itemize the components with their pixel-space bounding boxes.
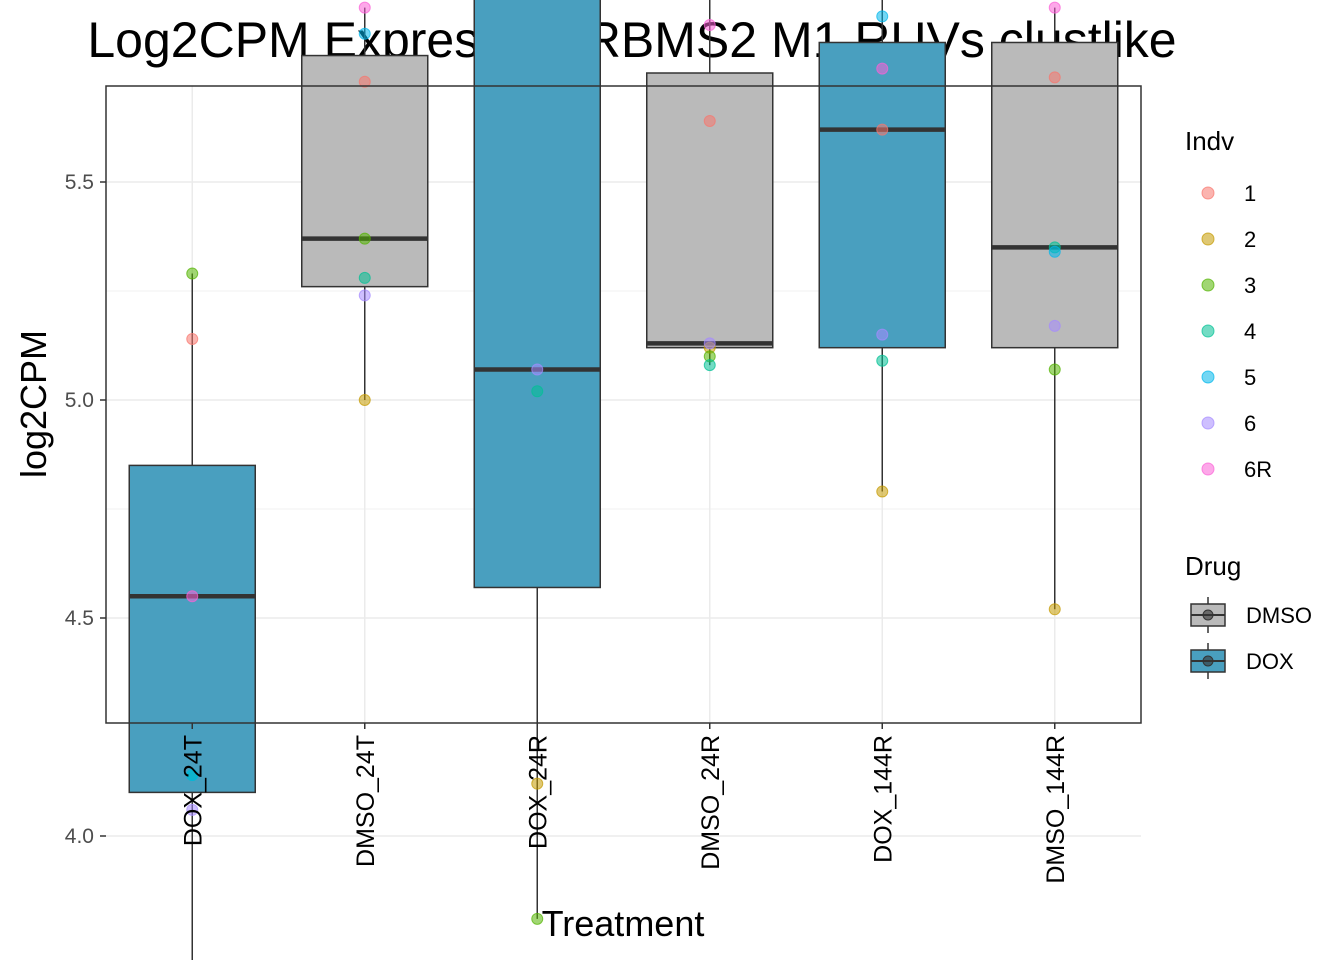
data-point-indv-4 <box>358 271 371 284</box>
legend-drug-title: Drug <box>1185 551 1241 581</box>
box-DMSO_144R <box>991 41 1119 349</box>
x-tick-label: DMSO_24T <box>352 735 380 867</box>
plot-border <box>105 85 1142 724</box>
data-point-indv-5 <box>1048 245 1061 258</box>
x-tick-label: DMSO_144R <box>1042 735 1070 884</box>
legend-drug-point <box>1202 609 1214 621</box>
data-point-indv-1 <box>703 114 716 127</box>
data-point-indv-3 <box>1048 363 1061 376</box>
y-axis-title: log2CPM <box>13 330 54 478</box>
x-tick-label: DOX_24T <box>179 735 207 846</box>
data-point-indv-2 <box>1048 603 1061 616</box>
legend-indv-swatch-3 <box>1201 278 1215 292</box>
legend-indv-title: Indv <box>1185 126 1234 156</box>
legend-indv-label: 6 <box>1244 411 1256 436</box>
data-point-indv-3 <box>531 912 544 925</box>
data-point-indv-4 <box>703 359 716 372</box>
data-points <box>186 1 1061 925</box>
x-tick-label: DOX_24R <box>524 735 552 849</box>
legend-indv-label: 4 <box>1244 319 1256 344</box>
box-DOX_24R <box>473 0 601 589</box>
legend-drug-label: DMSO <box>1246 603 1312 628</box>
y-tick-label: 4.5 <box>65 607 94 630</box>
data-point-indv-6R <box>358 1 371 14</box>
data-point-indv-1 <box>876 123 889 136</box>
y-tick-label: 5.0 <box>65 389 94 412</box>
data-point-indv-5 <box>358 27 371 40</box>
data-point-indv-2 <box>358 394 371 406</box>
data-point-indv-5 <box>186 768 199 781</box>
plot-area <box>105 0 1142 960</box>
legend-indv-swatch-6R <box>1201 462 1215 476</box>
box-DOX_144R <box>818 41 946 349</box>
y-tick-label: 5.5 <box>65 171 94 194</box>
y-axis-ticks: 4.04.55.05.56.0 <box>65 171 106 848</box>
data-point-indv-6R <box>876 62 889 75</box>
data-point-indv-1 <box>1048 71 1061 84</box>
box-DMSO_24R <box>646 72 774 349</box>
x-tick-label: DOX_144R <box>869 735 897 863</box>
legend-indv-swatch-1 <box>1201 186 1215 200</box>
y-tick-label: 4.0 <box>65 825 94 848</box>
data-point-indv-6R <box>1048 1 1061 14</box>
data-point-indv-6 <box>531 363 544 376</box>
data-point-indv-6 <box>358 289 371 302</box>
data-point-indv-3 <box>358 232 371 245</box>
legend-indv-swatch-4 <box>1201 324 1215 338</box>
box-DMSO_24T <box>301 54 429 288</box>
legend-indv-label: 6R <box>1244 457 1272 482</box>
data-point-indv-6 <box>1048 319 1061 332</box>
legend-drug-key-DOX <box>1190 643 1226 679</box>
data-point-indv-6 <box>703 337 716 350</box>
legend-indv-label: 2 <box>1244 227 1256 252</box>
data-point-indv-6 <box>876 328 889 341</box>
legend-indv-label: 1 <box>1244 181 1256 206</box>
legend-indv-swatch-2 <box>1201 232 1215 246</box>
legend-drug-point <box>1202 655 1214 667</box>
legend-drug: Drug DMSO DOX <box>1185 551 1312 679</box>
x-axis-title: Treatment <box>542 903 705 944</box>
data-point-indv-2 <box>876 485 889 498</box>
data-point-indv-5 <box>876 10 889 23</box>
x-tick-label: DMSO_24R <box>697 735 725 870</box>
legend-indv: Indv 1 2 3 4 5 6 6R <box>1185 126 1272 482</box>
legend-indv-label: 5 <box>1244 365 1256 390</box>
data-point-indv-4 <box>876 354 889 367</box>
plot-panel <box>106 86 1141 723</box>
legend-drug-key-DMSO <box>1190 597 1226 633</box>
legend-drug-label: DOX <box>1246 649 1294 674</box>
data-point-indv-2 <box>531 777 544 790</box>
legend-indv-label: 3 <box>1244 273 1256 298</box>
box-DOX_24T <box>128 464 256 794</box>
data-point-indv-1 <box>358 75 371 88</box>
data-point-indv-1 <box>186 332 199 345</box>
legend-indv-swatch-5 <box>1201 370 1215 384</box>
data-point-indv-6R <box>703 19 716 32</box>
data-point-indv-6 <box>186 803 199 816</box>
data-point-indv-3 <box>186 267 199 280</box>
legend-indv-swatch-6 <box>1201 416 1215 430</box>
data-point-indv-4 <box>531 385 544 398</box>
data-point-indv-6R <box>186 590 199 603</box>
x-axis-ticks: DOX_24T DMSO_24T DOX_24R DMSO_24R DOX_144R DM… <box>179 723 1070 884</box>
